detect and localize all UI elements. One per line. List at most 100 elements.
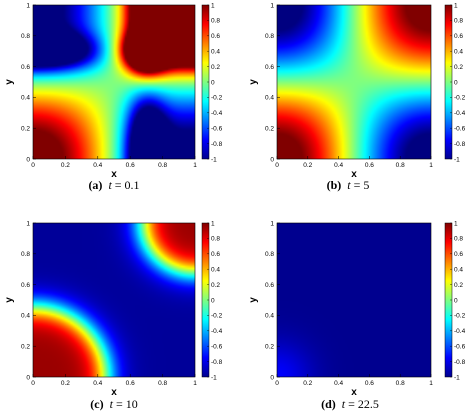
colorbar-tick-label: -1 [454, 374, 460, 381]
colorbar-tick-label: 0.6 [454, 251, 463, 258]
colorbar-tick-label: -0.8 [454, 359, 466, 366]
heatmap-c [33, 223, 195, 377]
x-tick-label: 0.4 [334, 380, 343, 387]
x-tick-label: 0.2 [303, 380, 312, 387]
x-tick-label: 0.6 [126, 162, 135, 169]
x-tick-label: 0.8 [158, 380, 167, 387]
colorbar-tick-label: 0 [454, 79, 458, 86]
colorbar-tick-label: 0.6 [211, 33, 220, 40]
x-axis-label: x [111, 387, 117, 398]
colorbar-tick-label: 0.2 [211, 282, 220, 289]
colorbar-tick-label: -0.4 [454, 328, 466, 335]
colorbar-tick-label: 1 [454, 2, 458, 9]
panel-d: 0 0.2 0.4 0.6 0.8 1 0 0.2 0.4 0.6 0.8 1 x y 1 0.8 0.6 0.4… [248, 220, 466, 411]
y-axis-label: y [4, 297, 15, 303]
y-tick-label: 0 [270, 156, 274, 163]
caption-value: = 0.1 [115, 178, 140, 192]
x-tick-label: 0 [31, 380, 35, 387]
colorbar-tick-label: -0.6 [211, 126, 223, 133]
colorbar-tick-label: -0.8 [211, 141, 223, 148]
colorbar-tick-label: 0.6 [454, 33, 463, 40]
caption-letter: (d) [321, 397, 336, 411]
y-tick-label: 0 [270, 374, 274, 381]
heatmap-a [33, 5, 195, 159]
y-tick-label: 1 [270, 2, 274, 9]
x-axis-label: x [111, 169, 117, 180]
colorbar-tick-label: 1 [211, 220, 215, 227]
colorbar-tick-label: -0.2 [211, 313, 223, 320]
caption-variable: t [342, 397, 346, 411]
x-tick-label: 0.6 [365, 380, 374, 387]
y-tick-label: 0 [26, 156, 30, 163]
colorbar-tick-label: 0.6 [211, 251, 220, 258]
y-axis-label: y [248, 79, 259, 85]
y-tick-label: 1 [26, 2, 30, 9]
y-tick-label: 0.6 [265, 282, 274, 289]
y-tick-label: 0.4 [21, 313, 30, 320]
colorbar-tick-label: 0.4 [454, 49, 463, 56]
panel-b: 0 0.2 0.4 0.6 0.8 1 0 0.2 0.4 0.6 0.8 1 x y 1 0.8 0.6 0.4… [248, 2, 466, 192]
colorbar-tick-label: 0.8 [454, 236, 463, 243]
y-tick-label: 0.8 [21, 33, 30, 40]
colorbar-tick-label: -0.8 [211, 359, 223, 366]
y-tick-label: 0.6 [265, 64, 274, 71]
y-tick-label: 0 [26, 374, 30, 381]
x-tick-label: 0.8 [396, 380, 405, 387]
caption-value: = 10 [116, 397, 138, 411]
heatmap-b [277, 5, 431, 159]
colorbar-tick-label: -0.2 [454, 313, 466, 320]
caption-variable: t [110, 397, 114, 411]
colorbar-tick-label: -0.2 [454, 95, 466, 102]
y-tick-label: 0.8 [21, 251, 30, 258]
colorbar-tick-label: -0.6 [211, 344, 223, 351]
y-tick-label: 0.8 [265, 33, 274, 40]
y-tick-label: 0.2 [265, 344, 274, 351]
panel-caption-d: (d) t = 22.5 [321, 397, 379, 411]
x-tick-label: 0.8 [396, 162, 405, 169]
panel-caption-b: (b) t = 5 [327, 178, 370, 192]
plot-frame-c [32, 222, 196, 378]
x-tick-label: 0 [31, 162, 35, 169]
caption-value: = 22.5 [348, 397, 379, 411]
x-tick-label: 1 [193, 162, 197, 169]
x-tick-label: 0.6 [365, 162, 374, 169]
panel-c: 0 0.2 0.4 0.6 0.8 1 0 0.2 0.4 0.6 0.8 1 x y 1 0.8 0.6 0.4… [4, 220, 223, 411]
colorbar-tick-label: 0.2 [454, 282, 463, 289]
colorbar-tick-label: 0.2 [454, 64, 463, 71]
colorbar-tick-label: 1 [454, 220, 458, 227]
plot-frame-a [32, 4, 196, 160]
y-tick-label: 0.4 [21, 95, 30, 102]
x-tick-label: 0.4 [93, 380, 102, 387]
caption-variable: t [347, 178, 351, 192]
x-tick-label: 0.8 [158, 162, 167, 169]
x-tick-label: 1 [193, 380, 197, 387]
colorbar-tick-label: -0.4 [211, 328, 223, 335]
colorbar-tick-label: 0 [454, 297, 458, 304]
panel-caption-a: (a) t = 0.1 [88, 178, 139, 192]
y-tick-label: 0.6 [21, 64, 30, 71]
colorbar-tick-label: 0.4 [211, 49, 220, 56]
colorbar-tick-label: 0.8 [454, 18, 463, 25]
x-tick-label: 0.2 [303, 162, 312, 169]
x-tick-label: 0.2 [61, 380, 70, 387]
panel-caption-c: (c) t = 10 [90, 397, 137, 411]
panel-a: 0 0.2 0.4 0.6 0.8 1 0 0.2 0.4 0.6 0.8 1 x y 1 0.8 0.6 0.4… [4, 2, 223, 192]
colorbar-tick-label: -0.4 [454, 110, 466, 117]
y-tick-label: 0.8 [265, 251, 274, 258]
caption-variable: t [108, 178, 112, 192]
colorbar-tick-label: -1 [454, 156, 460, 163]
colorbar-tick-label: -0.6 [454, 344, 466, 351]
y-tick-label: 0.2 [21, 126, 30, 133]
y-tick-label: 0.6 [21, 282, 30, 289]
x-tick-label: 0 [275, 380, 279, 387]
colorbar-tick-label: -1 [211, 156, 217, 163]
colorbar-tick-label: -0.4 [211, 110, 223, 117]
x-axis-label: x [351, 387, 357, 398]
colorbar-tick-label: 0.2 [211, 64, 220, 71]
colorbar-tick-label: -0.8 [454, 141, 466, 148]
x-tick-label: 0.4 [93, 162, 102, 169]
colorbar-tick-label: 0.8 [211, 18, 220, 25]
heatmap-d [277, 223, 431, 377]
y-tick-label: 0.4 [265, 313, 274, 320]
